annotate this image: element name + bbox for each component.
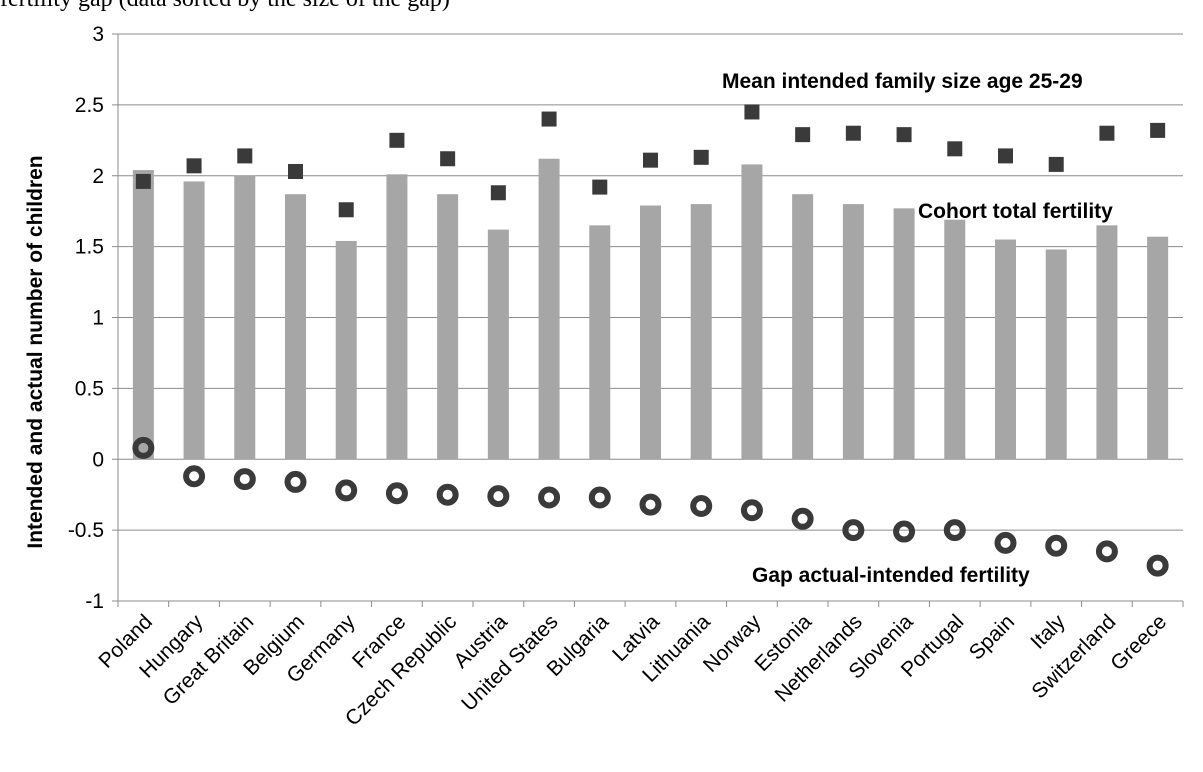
point-intended-size: [1099, 125, 1115, 141]
bar-cohort-fertility: [792, 194, 814, 460]
point-intended-size: [643, 152, 658, 168]
annotation-cohort-fertility: Cohort total fertility: [918, 200, 1113, 223]
bar-cohort-fertility: [285, 194, 306, 460]
bar-cohort-fertility: [589, 225, 611, 460]
point-intended-size: [947, 141, 963, 157]
point-fertility-gap: [284, 470, 307, 493]
x-tick-label: Spain: [965, 610, 1019, 664]
bar-cohort-fertility: [893, 208, 915, 460]
point-fertility-gap: [1095, 540, 1118, 563]
point-intended-size: [338, 202, 354, 218]
point-fertility-gap: [893, 520, 916, 543]
axes: [112, 33, 1184, 607]
point-fertility-gap: [385, 482, 408, 505]
bar-cohort-fertility: [183, 181, 205, 460]
y-tick-label: 2.5: [75, 94, 104, 117]
x-tick-label: Greece: [1106, 610, 1171, 675]
caption-fragment: fertility gap (data sorted by the size o…: [0, 0, 1203, 16]
y-tick-label: 2: [92, 165, 104, 188]
x-tick-label: Italy: [1026, 610, 1070, 654]
point-fertility-gap: [132, 436, 155, 459]
point-intended-size: [440, 151, 456, 167]
point-fertility-gap: [538, 486, 561, 509]
point-intended-size: [541, 111, 557, 127]
point-fertility-gap: [994, 531, 1017, 554]
point-intended-size: [237, 148, 253, 164]
point-intended-size: [288, 163, 303, 179]
point-intended-size: [744, 104, 760, 120]
point-intended-size: [1048, 156, 1064, 172]
x-tick-label: Norway: [699, 610, 766, 677]
annotation-gap: Gap actual-intended fertility: [752, 564, 1030, 587]
bar-cohort-fertility: [132, 170, 154, 460]
point-fertility-gap: [943, 519, 966, 542]
point-intended-size: [998, 148, 1013, 164]
point-fertility-gap: [335, 479, 358, 502]
bar-cohort-fertility: [842, 204, 864, 460]
bar-cohort-fertility: [1045, 249, 1067, 460]
point-intended-size: [693, 149, 709, 165]
bar-cohort-fertility: [1096, 225, 1118, 460]
bar-cohort-fertility: [690, 204, 712, 460]
point-intended-size: [896, 127, 912, 143]
point-fertility-gap: [1045, 534, 1068, 557]
point-fertility-gap: [690, 495, 713, 518]
bar-cohort-fertility: [234, 175, 256, 460]
point-fertility-gap: [233, 468, 256, 491]
bar-cohort-fertility: [386, 174, 408, 460]
y-tick-label: -1: [85, 590, 104, 613]
point-fertility-gap: [1146, 554, 1169, 577]
bar-cohort-fertility: [335, 240, 357, 460]
point-fertility-gap: [588, 486, 611, 509]
point-fertility-gap: [487, 485, 510, 508]
point-intended-size: [490, 185, 506, 201]
point-fertility-gap: [436, 483, 459, 506]
point-intended-size: [1150, 122, 1166, 138]
bar-cohort-fertility: [640, 205, 661, 460]
point-intended-size: [592, 179, 608, 195]
y-tick-label: 1.5: [75, 236, 104, 259]
point-fertility-gap: [639, 493, 662, 516]
bar-cohort-fertility: [1147, 236, 1169, 460]
annotation-mean-intended: Mean intended family size age 25-29: [722, 70, 1083, 93]
point-intended-size: [135, 173, 151, 189]
point-intended-size: [186, 158, 202, 174]
y-tick-label: 1: [92, 307, 104, 330]
bar-series: [132, 158, 1169, 460]
bar-cohort-fertility: [538, 158, 560, 460]
marker-series: [132, 104, 1169, 577]
bar-cohort-fertility: [487, 229, 509, 460]
point-intended-size: [795, 127, 811, 143]
bar-cohort-fertility: [944, 219, 966, 460]
point-fertility-gap: [791, 507, 814, 530]
y-tick-label: -0.5: [68, 519, 104, 542]
bar-cohort-fertility: [741, 164, 763, 460]
point-intended-size: [845, 125, 861, 141]
point-fertility-gap: [183, 465, 206, 488]
point-fertility-gap: [842, 519, 865, 542]
bar-cohort-fertility: [437, 194, 459, 460]
y-axis-label: Intended and actual number of children: [24, 155, 47, 548]
point-fertility-gap: [740, 499, 763, 522]
point-intended-size: [389, 132, 405, 148]
y-tick-label: 0: [92, 448, 104, 471]
y-tick-label: 0.5: [75, 377, 104, 400]
bar-cohort-fertility: [995, 239, 1016, 460]
y-tick-label: 3: [92, 23, 104, 46]
